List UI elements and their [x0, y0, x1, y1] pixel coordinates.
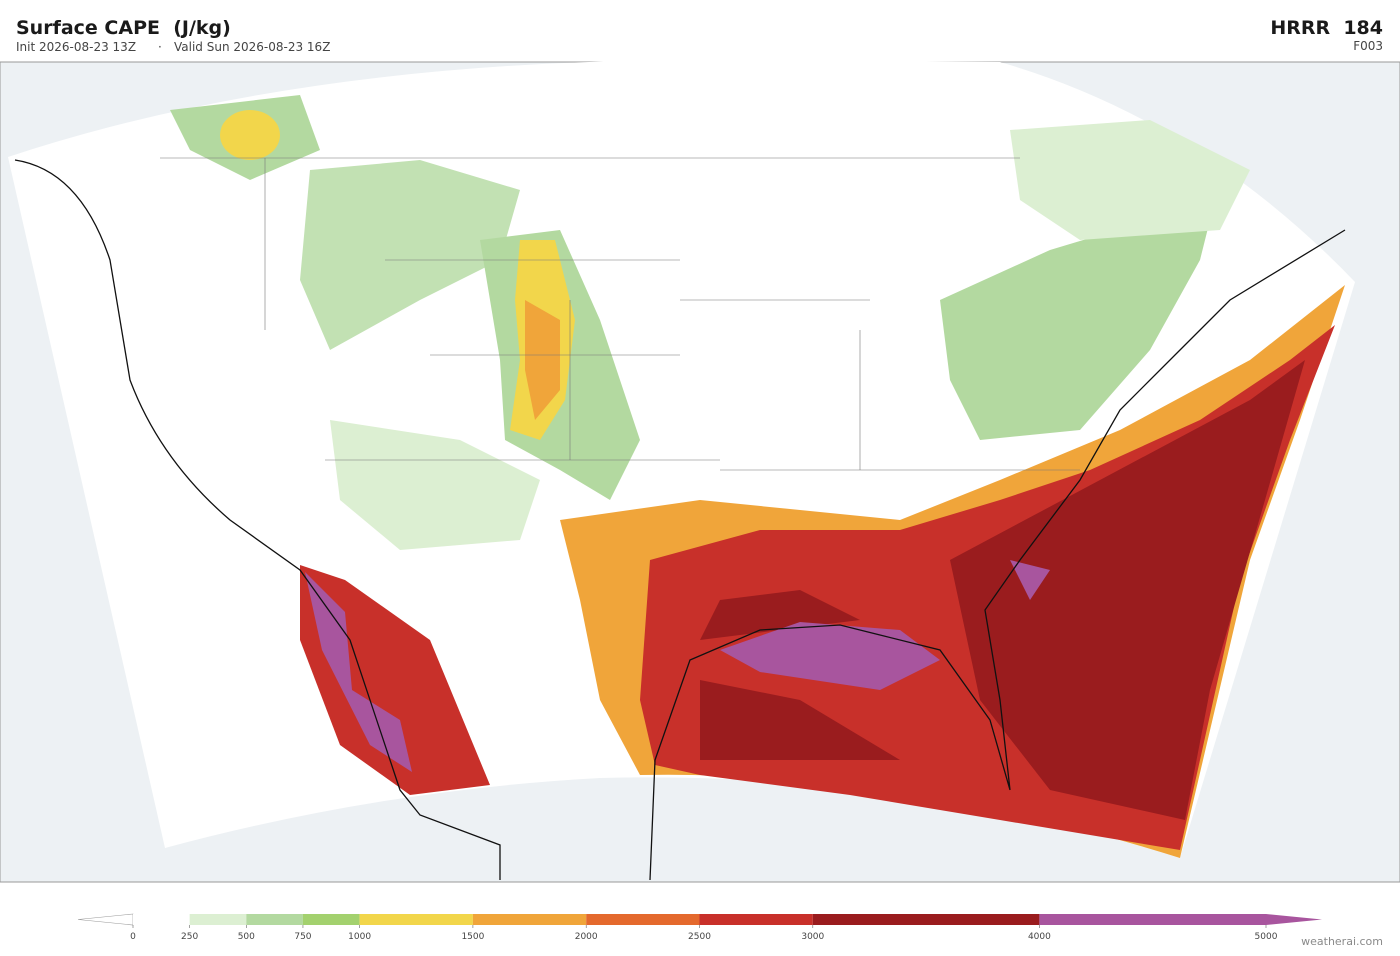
valid-time: Valid Sun 2026-08-23 16Z	[174, 40, 330, 54]
cape-shading	[525, 300, 560, 420]
colorbar-bin	[812, 914, 1040, 925]
state-borders	[160, 157, 1080, 471]
colorbar-bin	[472, 914, 587, 925]
model-name: HRRR 184	[1270, 17, 1383, 39]
colorbar-tick-label: 500	[238, 932, 255, 942]
cape-shading	[720, 560, 1050, 690]
colorbar-bin	[246, 914, 303, 925]
cape-shading	[330, 420, 540, 550]
map	[0, 60, 1400, 883]
colorbar-bin	[189, 914, 247, 925]
colorbar-tick-label: 750	[294, 932, 311, 942]
cape-shading	[220, 110, 280, 160]
colorbar-tick-label: 1500	[461, 932, 484, 942]
cape-shading	[300, 565, 490, 795]
forecast-hour: F003	[1353, 39, 1383, 53]
colorbar-extend-high	[1266, 914, 1322, 925]
colorbar-tick-label: 0	[130, 932, 136, 942]
colorbar-tick-label: 4000	[1028, 932, 1051, 942]
colorbar-bin	[133, 914, 190, 925]
cape-shading	[1010, 120, 1250, 240]
title: Surface CAPE (J/kg)	[16, 17, 231, 39]
colorbar-bin	[302, 914, 360, 925]
init-time: Init 2026-08-23 13Z	[16, 40, 136, 54]
coastline	[14, 159, 1346, 881]
colorbar-tick-label: 2000	[575, 932, 598, 942]
colorbar-tick-label: 5000	[1255, 932, 1278, 942]
cape-shading	[300, 160, 520, 350]
cape-shading	[940, 180, 1220, 440]
cape-shading	[305, 572, 412, 772]
colorbar-bin	[586, 914, 700, 925]
colorbar-tick-label: 3000	[801, 932, 824, 942]
colorbar-bin	[699, 914, 813, 925]
cape-shading	[950, 360, 1305, 820]
colorbar-tick-label: 2500	[688, 932, 711, 942]
colorbar-tick-label: 250	[181, 932, 198, 942]
cape-shading	[700, 590, 900, 760]
colorbar: 0 250 500 750 1000 1500 2000 2500 3000 4000 5000	[77, 913, 1322, 942]
watermark: weatherai.com	[1301, 935, 1383, 948]
colorbar-tick-label: 1000	[348, 932, 371, 942]
colorbar-bin	[359, 914, 473, 925]
colorbar-bin	[1039, 914, 1266, 925]
separator: ·	[158, 40, 162, 54]
colorbar-extend-low	[77, 913, 134, 926]
